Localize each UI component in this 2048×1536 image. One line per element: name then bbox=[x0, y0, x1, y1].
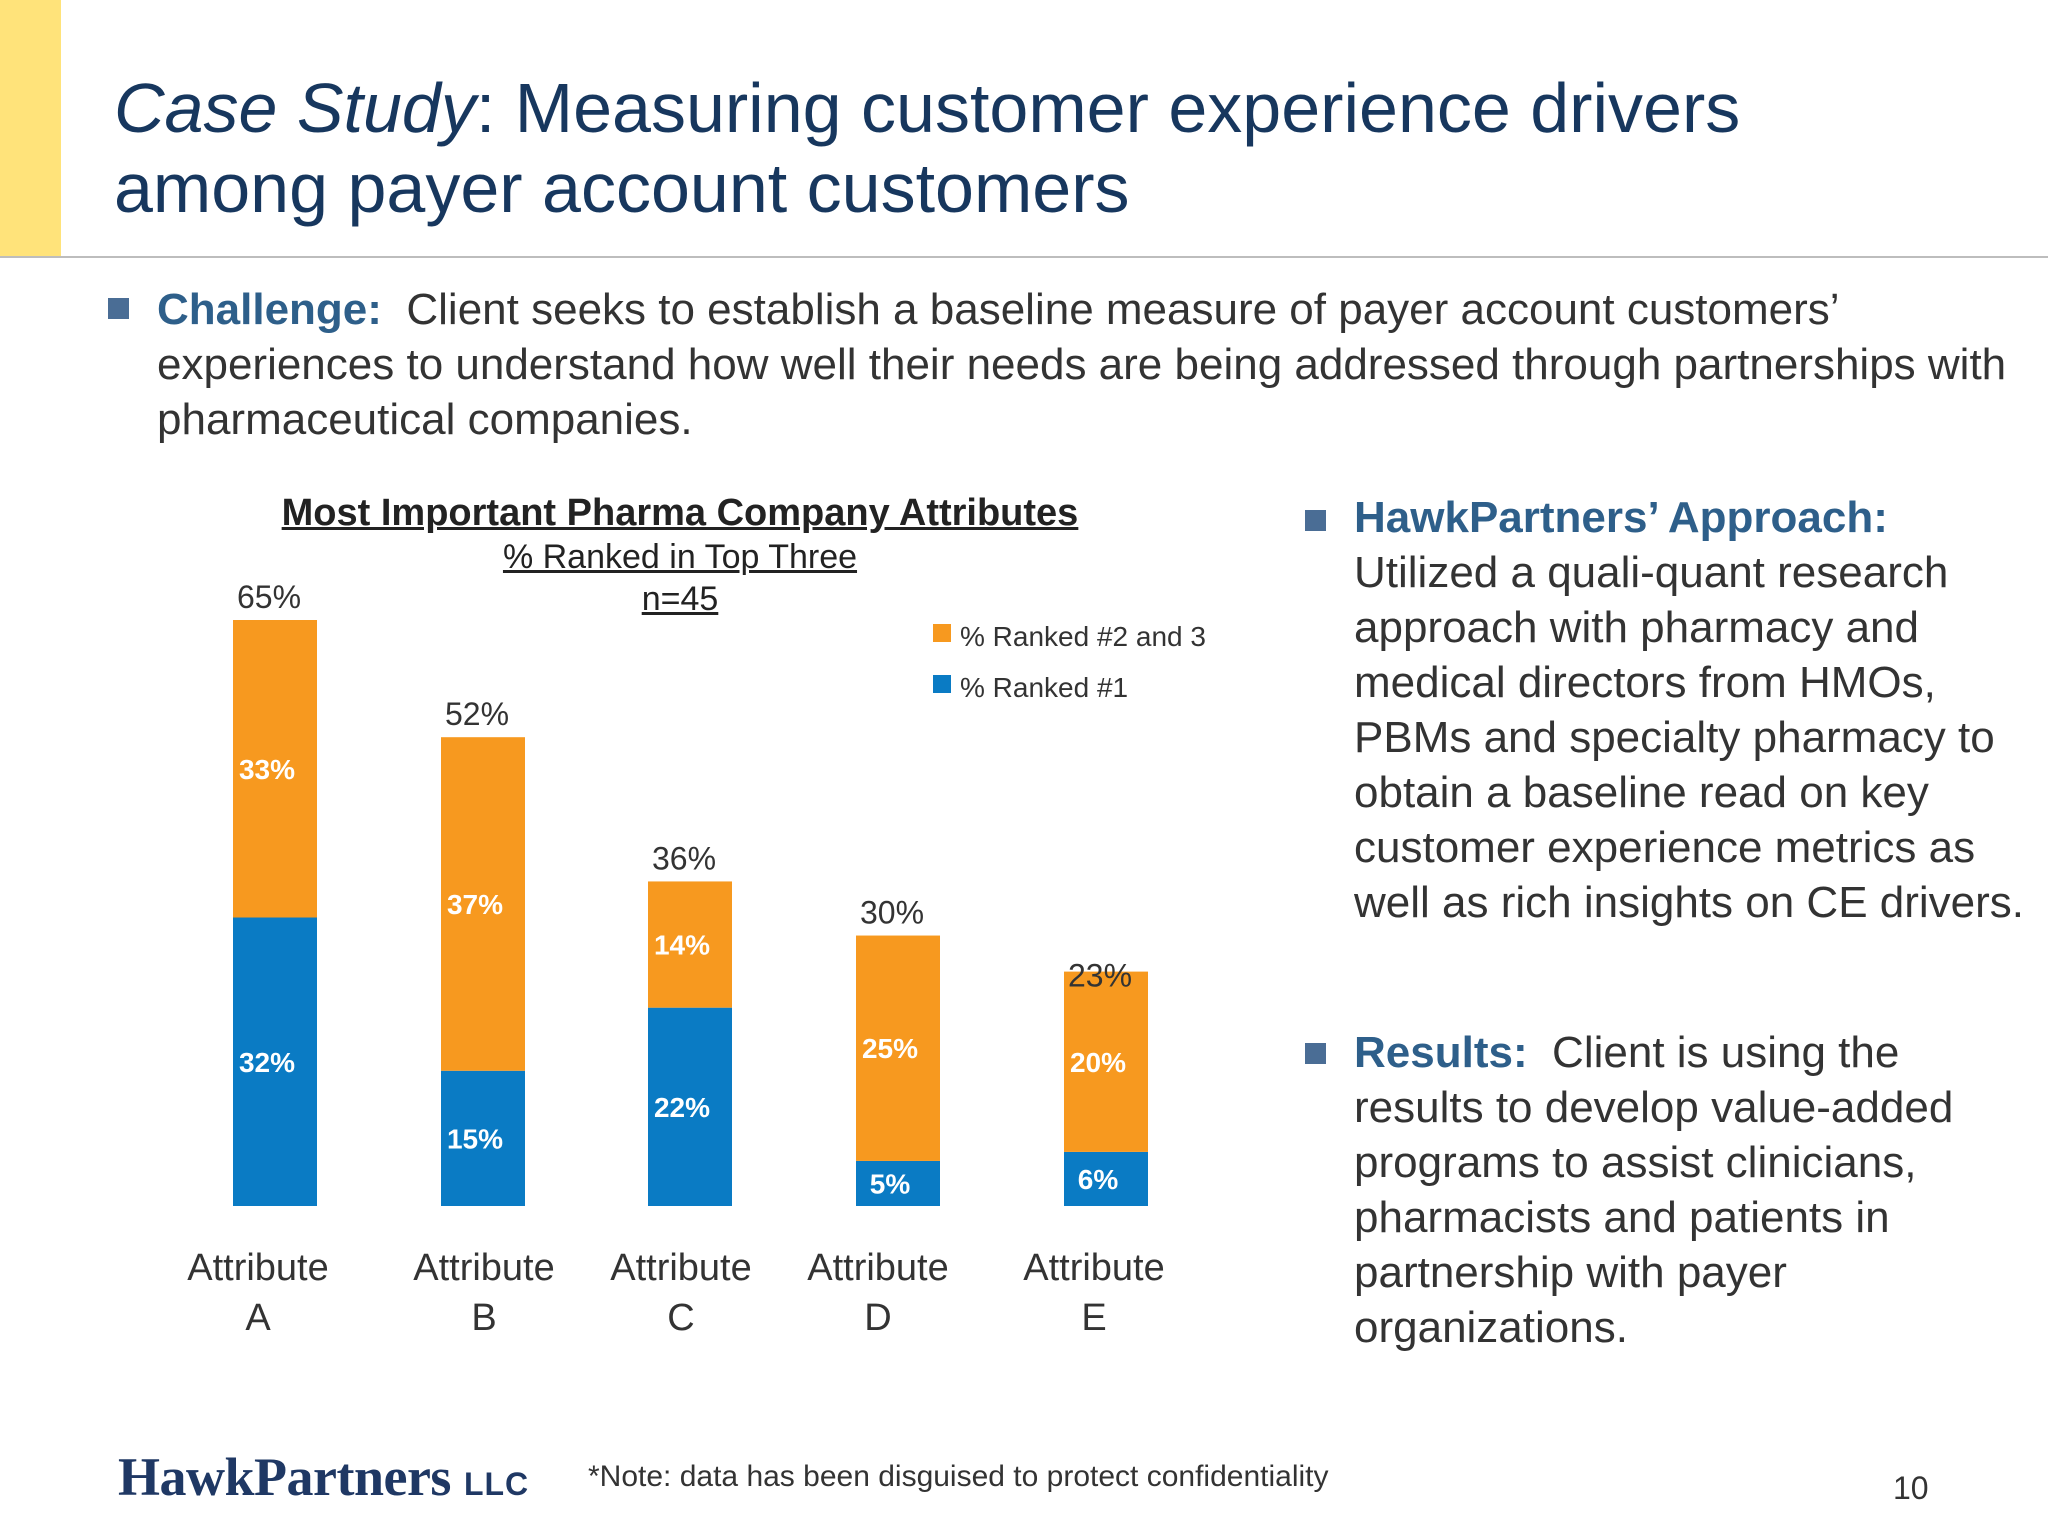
title-accent-bar bbox=[0, 0, 61, 256]
title-italic: Case Study bbox=[114, 69, 476, 147]
challenge-paragraph: Challenge: Client seeks to establish a b… bbox=[157, 282, 2017, 447]
results-label: Results: bbox=[1354, 1028, 1528, 1077]
bar-segment-ranked-2-3 bbox=[1064, 971, 1148, 1152]
category-label: A bbox=[245, 1297, 271, 1339]
bar-value-label: 20% bbox=[1070, 1047, 1126, 1078]
legend-swatch bbox=[933, 624, 951, 642]
category-label: E bbox=[1081, 1297, 1106, 1339]
bar-value-label: 14% bbox=[654, 930, 710, 961]
results-paragraph: Results: Client is using the results to … bbox=[1354, 1025, 2034, 1355]
bar-segment-ranked-2-3 bbox=[856, 935, 940, 1161]
approach-paragraph: HawkPartners’ Approach: Utilized a quali… bbox=[1354, 490, 2034, 930]
bar-segment-ranked-1 bbox=[648, 1007, 732, 1206]
title-line1-rest: : Measuring customer experience drivers bbox=[475, 69, 1741, 147]
page-number: 10 bbox=[1893, 1470, 1929, 1506]
category-label: B bbox=[471, 1297, 496, 1339]
bar-total-label: 36% bbox=[652, 840, 716, 876]
challenge-text: Client seeks to establish a baseline mea… bbox=[157, 285, 2007, 444]
title-line2: among payer account customers bbox=[114, 149, 1130, 227]
bullet-square-icon bbox=[1305, 510, 1326, 531]
title-divider bbox=[0, 256, 2048, 258]
bar-total-label: 52% bbox=[445, 696, 509, 732]
logo-llc: LLC bbox=[463, 1466, 530, 1502]
stacked-bar-chart: 32% 33% 65% Attribute A 15% 37% 52% Attribute B 22… bbox=[187, 579, 1206, 1339]
chart-sample-size: n=45 bbox=[641, 580, 719, 618]
bar-value-label: 5% bbox=[870, 1168, 911, 1199]
approach-label: HawkPartners’ Approach: bbox=[1354, 493, 1888, 542]
slide-title: Case Study: Measuring customer experienc… bbox=[114, 68, 1994, 228]
logo-wordmark: HawkPartners bbox=[118, 1447, 451, 1507]
bar-value-label: 25% bbox=[862, 1033, 918, 1064]
bar-total-label: 23% bbox=[1068, 958, 1132, 994]
bar-segment-ranked-2-3 bbox=[441, 737, 525, 1071]
bar-segment-ranked-1 bbox=[856, 1160, 940, 1206]
results-text: Client is using the results to develop v… bbox=[1354, 1028, 1954, 1352]
legend-label: % Ranked #2 and 3 bbox=[960, 621, 1206, 652]
category-label: Attribute bbox=[413, 1247, 555, 1289]
bar-segment-ranked-2-3 bbox=[233, 620, 317, 918]
category-label: Attribute bbox=[1023, 1247, 1165, 1289]
challenge-label: Challenge: bbox=[157, 285, 382, 334]
chart-title: Most Important Pharma Company Attributes bbox=[281, 492, 1079, 534]
category-label: Attribute bbox=[610, 1247, 752, 1289]
bar-segment-ranked-1 bbox=[233, 917, 317, 1206]
bar-value-label: 15% bbox=[447, 1123, 503, 1154]
chart-subtitle: % Ranked in Top Three bbox=[502, 538, 858, 576]
bar-segment-ranked-2-3 bbox=[648, 881, 732, 1008]
bar-value-label: 6% bbox=[1078, 1164, 1119, 1195]
confidentiality-footnote: *Note: data has been disguised to protec… bbox=[588, 1460, 1329, 1493]
category-label: Attribute bbox=[807, 1247, 949, 1289]
bullet-square-icon bbox=[1305, 1043, 1326, 1064]
bar-total-label: 65% bbox=[237, 579, 301, 615]
category-label: C bbox=[667, 1297, 694, 1339]
category-label: Attribute bbox=[187, 1247, 329, 1289]
company-logo: HawkPartners LLC bbox=[118, 1446, 529, 1508]
bar-value-label: 32% bbox=[239, 1047, 295, 1078]
category-label: D bbox=[864, 1297, 891, 1339]
bar-value-label: 22% bbox=[654, 1092, 710, 1123]
bar-value-label: 37% bbox=[447, 889, 503, 920]
approach-text: Utilized a quali-quant research approach… bbox=[1354, 548, 2025, 927]
legend-swatch bbox=[933, 675, 951, 693]
bar-segment-ranked-1 bbox=[441, 1070, 525, 1206]
bar-segment-ranked-1 bbox=[1064, 1151, 1148, 1206]
bar-total-label: 30% bbox=[860, 895, 924, 931]
legend-label: % Ranked #1 bbox=[960, 672, 1128, 703]
bullet-square-icon bbox=[108, 298, 129, 319]
bar-value-label: 33% bbox=[239, 754, 295, 785]
